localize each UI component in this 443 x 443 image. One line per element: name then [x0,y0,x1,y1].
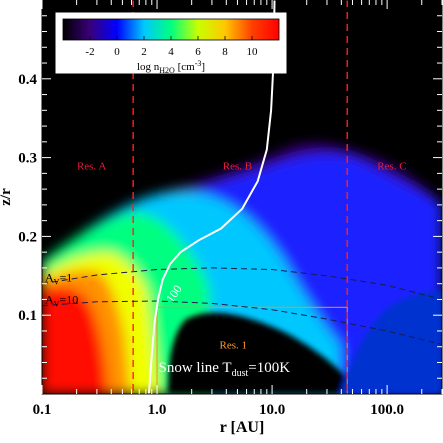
x-axis: 0.1 1.0 10.0 100.0 [33,0,443,418]
x-tick-label: 0.1 [33,402,52,418]
plot-frame [41,0,443,395]
snow-line-annotation: Snow line Tdust=100K [159,360,291,379]
region-label: Res. 1 [220,339,248,351]
av-contour-label: AV=1 [45,271,72,287]
y-axis-label: z/r [0,188,14,206]
colorbar-ticks: -2 0 2 4 6 8 10 [85,36,258,58]
y-axis: 0.1 0.2 0.3 0.4 [18,15,442,379]
x-tick-label: 100.0 [370,402,404,418]
heatmap-region-outer-blue [340,291,442,394]
x-axis-label: r [AU] [220,419,265,436]
y-tick-label: 0.2 [18,229,37,245]
colorbar-tick-label: 8 [222,46,228,58]
y-tick-label: 0.4 [18,72,37,88]
region-label: Res. C [377,160,406,172]
region-label: Res. A [77,160,106,172]
av-contour-2 [42,300,442,345]
av-contour-1 [42,267,442,300]
colorbar-tick-label: -2 [85,46,94,58]
y-tick-label: 0.1 [18,308,37,324]
colorbar-label: log nH2O [cm-3] [137,59,205,75]
heatmap-region-depleted [168,312,360,394]
colorbar-tick-label: 0 [114,46,120,58]
x-tick-label: 1.0 [148,402,167,418]
y-tick-label: 0.3 [18,151,37,167]
colorbar-tick-label: 4 [168,46,174,58]
x-tick-label: 10.0 [259,402,285,418]
colorbar-tick-label: 2 [141,46,147,58]
colorbar-tick-label: 6 [195,46,201,58]
av-contour-label: AV=10 [45,293,78,309]
region-label: Res. B [223,160,252,172]
colorbar: -2 0 2 4 6 8 10 log nH2O [cm-3] [55,12,287,75]
heatmap-region-red [42,286,108,394]
contour-100k [147,0,276,394]
colorbar-tick-label: 10 [247,46,259,58]
